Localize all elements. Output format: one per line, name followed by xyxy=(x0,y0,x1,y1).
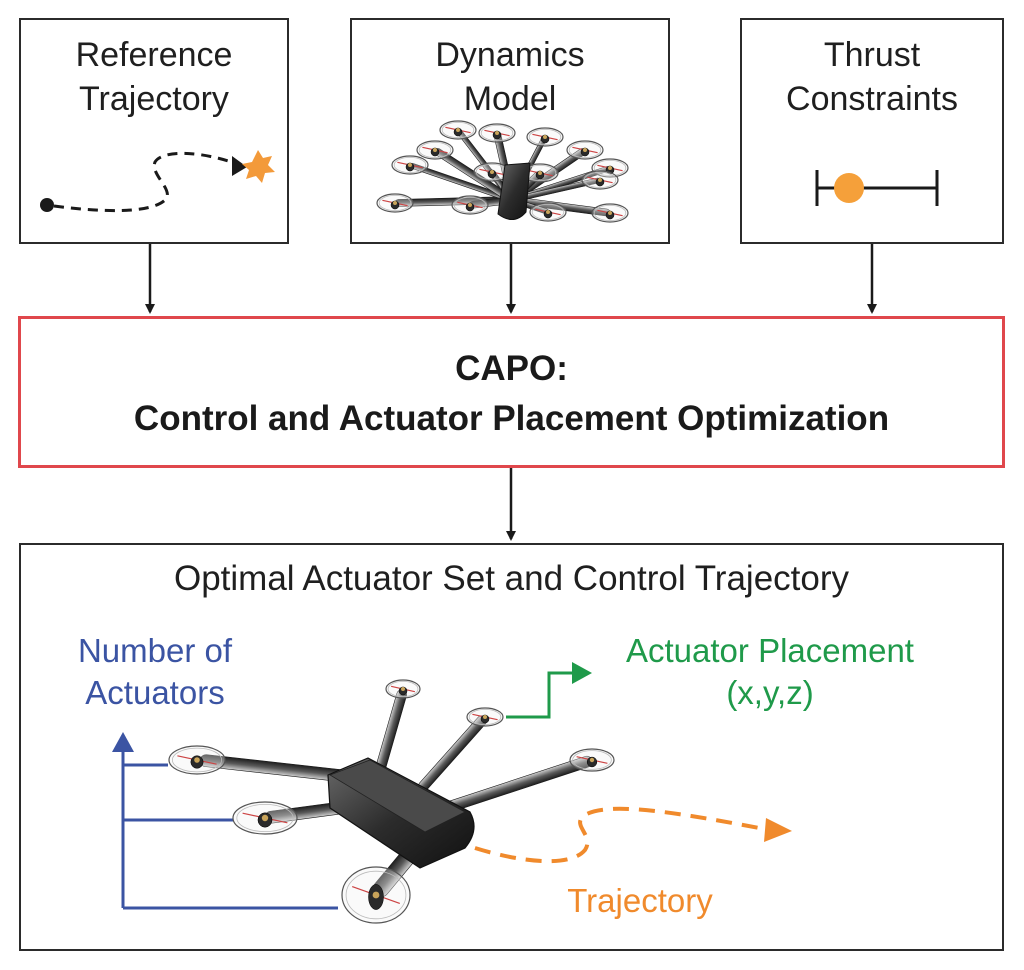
dynamics-rotor-icon xyxy=(452,196,488,214)
rotor-icon-back xyxy=(386,680,420,698)
dynamics-rotor-icon xyxy=(527,128,563,146)
reference-trajectory-icon xyxy=(40,150,275,212)
dynamics-rotor-icon xyxy=(479,124,515,142)
thrust-range-icon xyxy=(817,170,937,206)
dynamics-rotor-icon xyxy=(592,204,628,222)
dynamics-rotor-icon xyxy=(567,141,603,159)
rotor-icon-front-left xyxy=(233,802,297,834)
multirotor-dynamics-icon xyxy=(377,121,628,222)
dynamics-rotor-icon xyxy=(377,194,413,212)
rotor-icon-right xyxy=(570,749,614,771)
dynamics-rotor-icon xyxy=(440,121,476,139)
input-arrows xyxy=(150,244,872,312)
dynamics-rotor-icon xyxy=(392,156,428,174)
output-trajectory-path xyxy=(475,809,792,861)
rotor-icon-back-right xyxy=(467,708,503,726)
drone-arm-right xyxy=(438,755,593,815)
dynamics-rotor-icon xyxy=(417,141,453,159)
dynamics-rotor-icon xyxy=(582,171,618,189)
drone-arm-back xyxy=(375,689,408,772)
rotor-icon-front xyxy=(342,867,410,923)
actuator-placement-connector xyxy=(506,662,592,717)
dynamics-rotor-icon xyxy=(530,203,566,221)
rotor-icon-left xyxy=(169,746,225,774)
